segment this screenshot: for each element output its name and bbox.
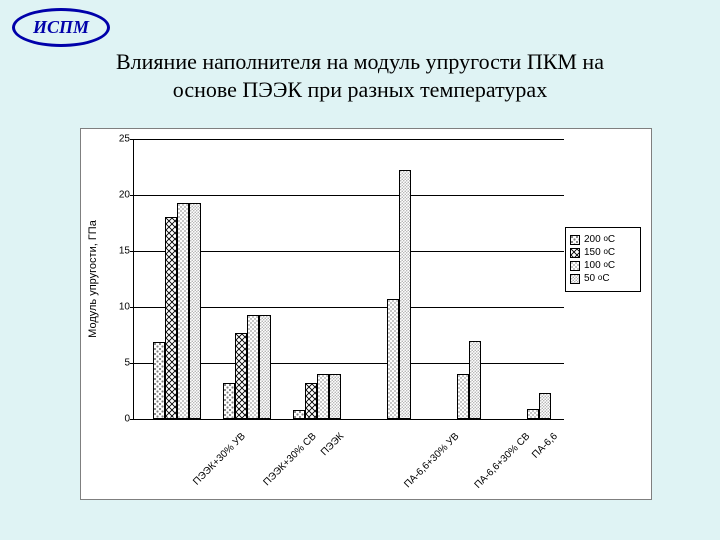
- legend-item: 100 oC: [570, 261, 636, 271]
- bar: [457, 374, 469, 419]
- bar-group: [496, 139, 558, 419]
- legend-swatch: [570, 235, 580, 245]
- bar: [469, 341, 481, 419]
- bar: [527, 409, 539, 419]
- legend-swatch: [570, 261, 580, 271]
- bar: [387, 299, 399, 419]
- x-tick-label: ПЭЭК: [319, 431, 346, 458]
- legend-item: 200 oC: [570, 235, 636, 245]
- bar-group: [286, 139, 348, 419]
- legend: 200 oC 150 oC 100 oC 50 oC: [565, 227, 641, 292]
- page-title: Влияние наполнителя на модуль упругости …: [0, 48, 720, 103]
- bar: [317, 374, 329, 419]
- bar-group: [356, 139, 418, 419]
- bar: [235, 333, 247, 419]
- legend-item: 50 oC: [570, 274, 636, 284]
- bar: [259, 315, 271, 419]
- y-tick-label: 5: [112, 358, 130, 369]
- bar: [189, 203, 201, 419]
- bar: [223, 383, 235, 419]
- y-tick-label: 25: [112, 134, 130, 145]
- plot-area: 0510152025: [133, 139, 564, 420]
- y-tick-label: 20: [112, 190, 130, 201]
- legend-item: 150 oC: [570, 248, 636, 258]
- bar: [153, 342, 165, 419]
- y-tick-label: 15: [112, 246, 130, 257]
- legend-label: 150 oC: [584, 248, 615, 258]
- x-tick-label: ПА-6,6: [530, 431, 560, 461]
- legend-swatch: [570, 248, 580, 258]
- x-tick-label: ПЭЭК+30% СВ: [261, 431, 318, 488]
- bar: [177, 203, 189, 419]
- bar-group: [426, 139, 488, 419]
- legend-label: 200 oC: [584, 235, 615, 245]
- bar-group: [146, 139, 208, 419]
- legend-label: 50 oC: [584, 274, 610, 284]
- x-tick-label: ПЭЭК+30% УВ: [191, 431, 248, 488]
- bar: [329, 374, 341, 419]
- legend-swatch: [570, 274, 580, 284]
- bar: [247, 315, 259, 419]
- y-axis-label: Модуль упругости, ГПа: [87, 220, 99, 338]
- bar-group: [216, 139, 278, 419]
- chart-container: Модуль упругости, ГПа 0510152025 200 oC1…: [80, 128, 652, 500]
- x-tick-label: ПА-6,6+30% УВ: [402, 431, 461, 490]
- legend-label: 100 oC: [584, 261, 615, 271]
- bar: [399, 170, 411, 419]
- y-tick-label: 10: [112, 302, 130, 313]
- bar: [539, 393, 551, 419]
- title-line-1: Влияние наполнителя на модуль упругости …: [116, 49, 604, 74]
- bar: [293, 410, 305, 419]
- title-line-2: основе ПЭЭК при разных температурах: [173, 77, 547, 102]
- y-tick-label: 0: [112, 414, 130, 425]
- bar: [165, 217, 177, 419]
- bar: [305, 383, 317, 419]
- x-tick-label: ПА-6,6+30% СВ: [473, 431, 533, 491]
- logo-badge: ИСПМ: [12, 8, 110, 47]
